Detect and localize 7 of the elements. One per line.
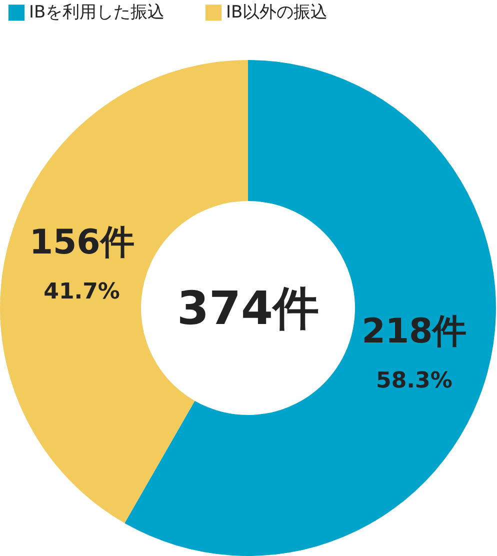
text: 58.3%	[376, 368, 452, 394]
text: 374件	[176, 281, 320, 335]
data-label: 156件	[29, 222, 134, 263]
legend-label: IBを利用した振込	[29, 2, 165, 23]
data-label: 218件	[362, 311, 467, 352]
text: 41.7%	[44, 280, 120, 305]
legend-label: IB以外の振込	[226, 2, 328, 23]
